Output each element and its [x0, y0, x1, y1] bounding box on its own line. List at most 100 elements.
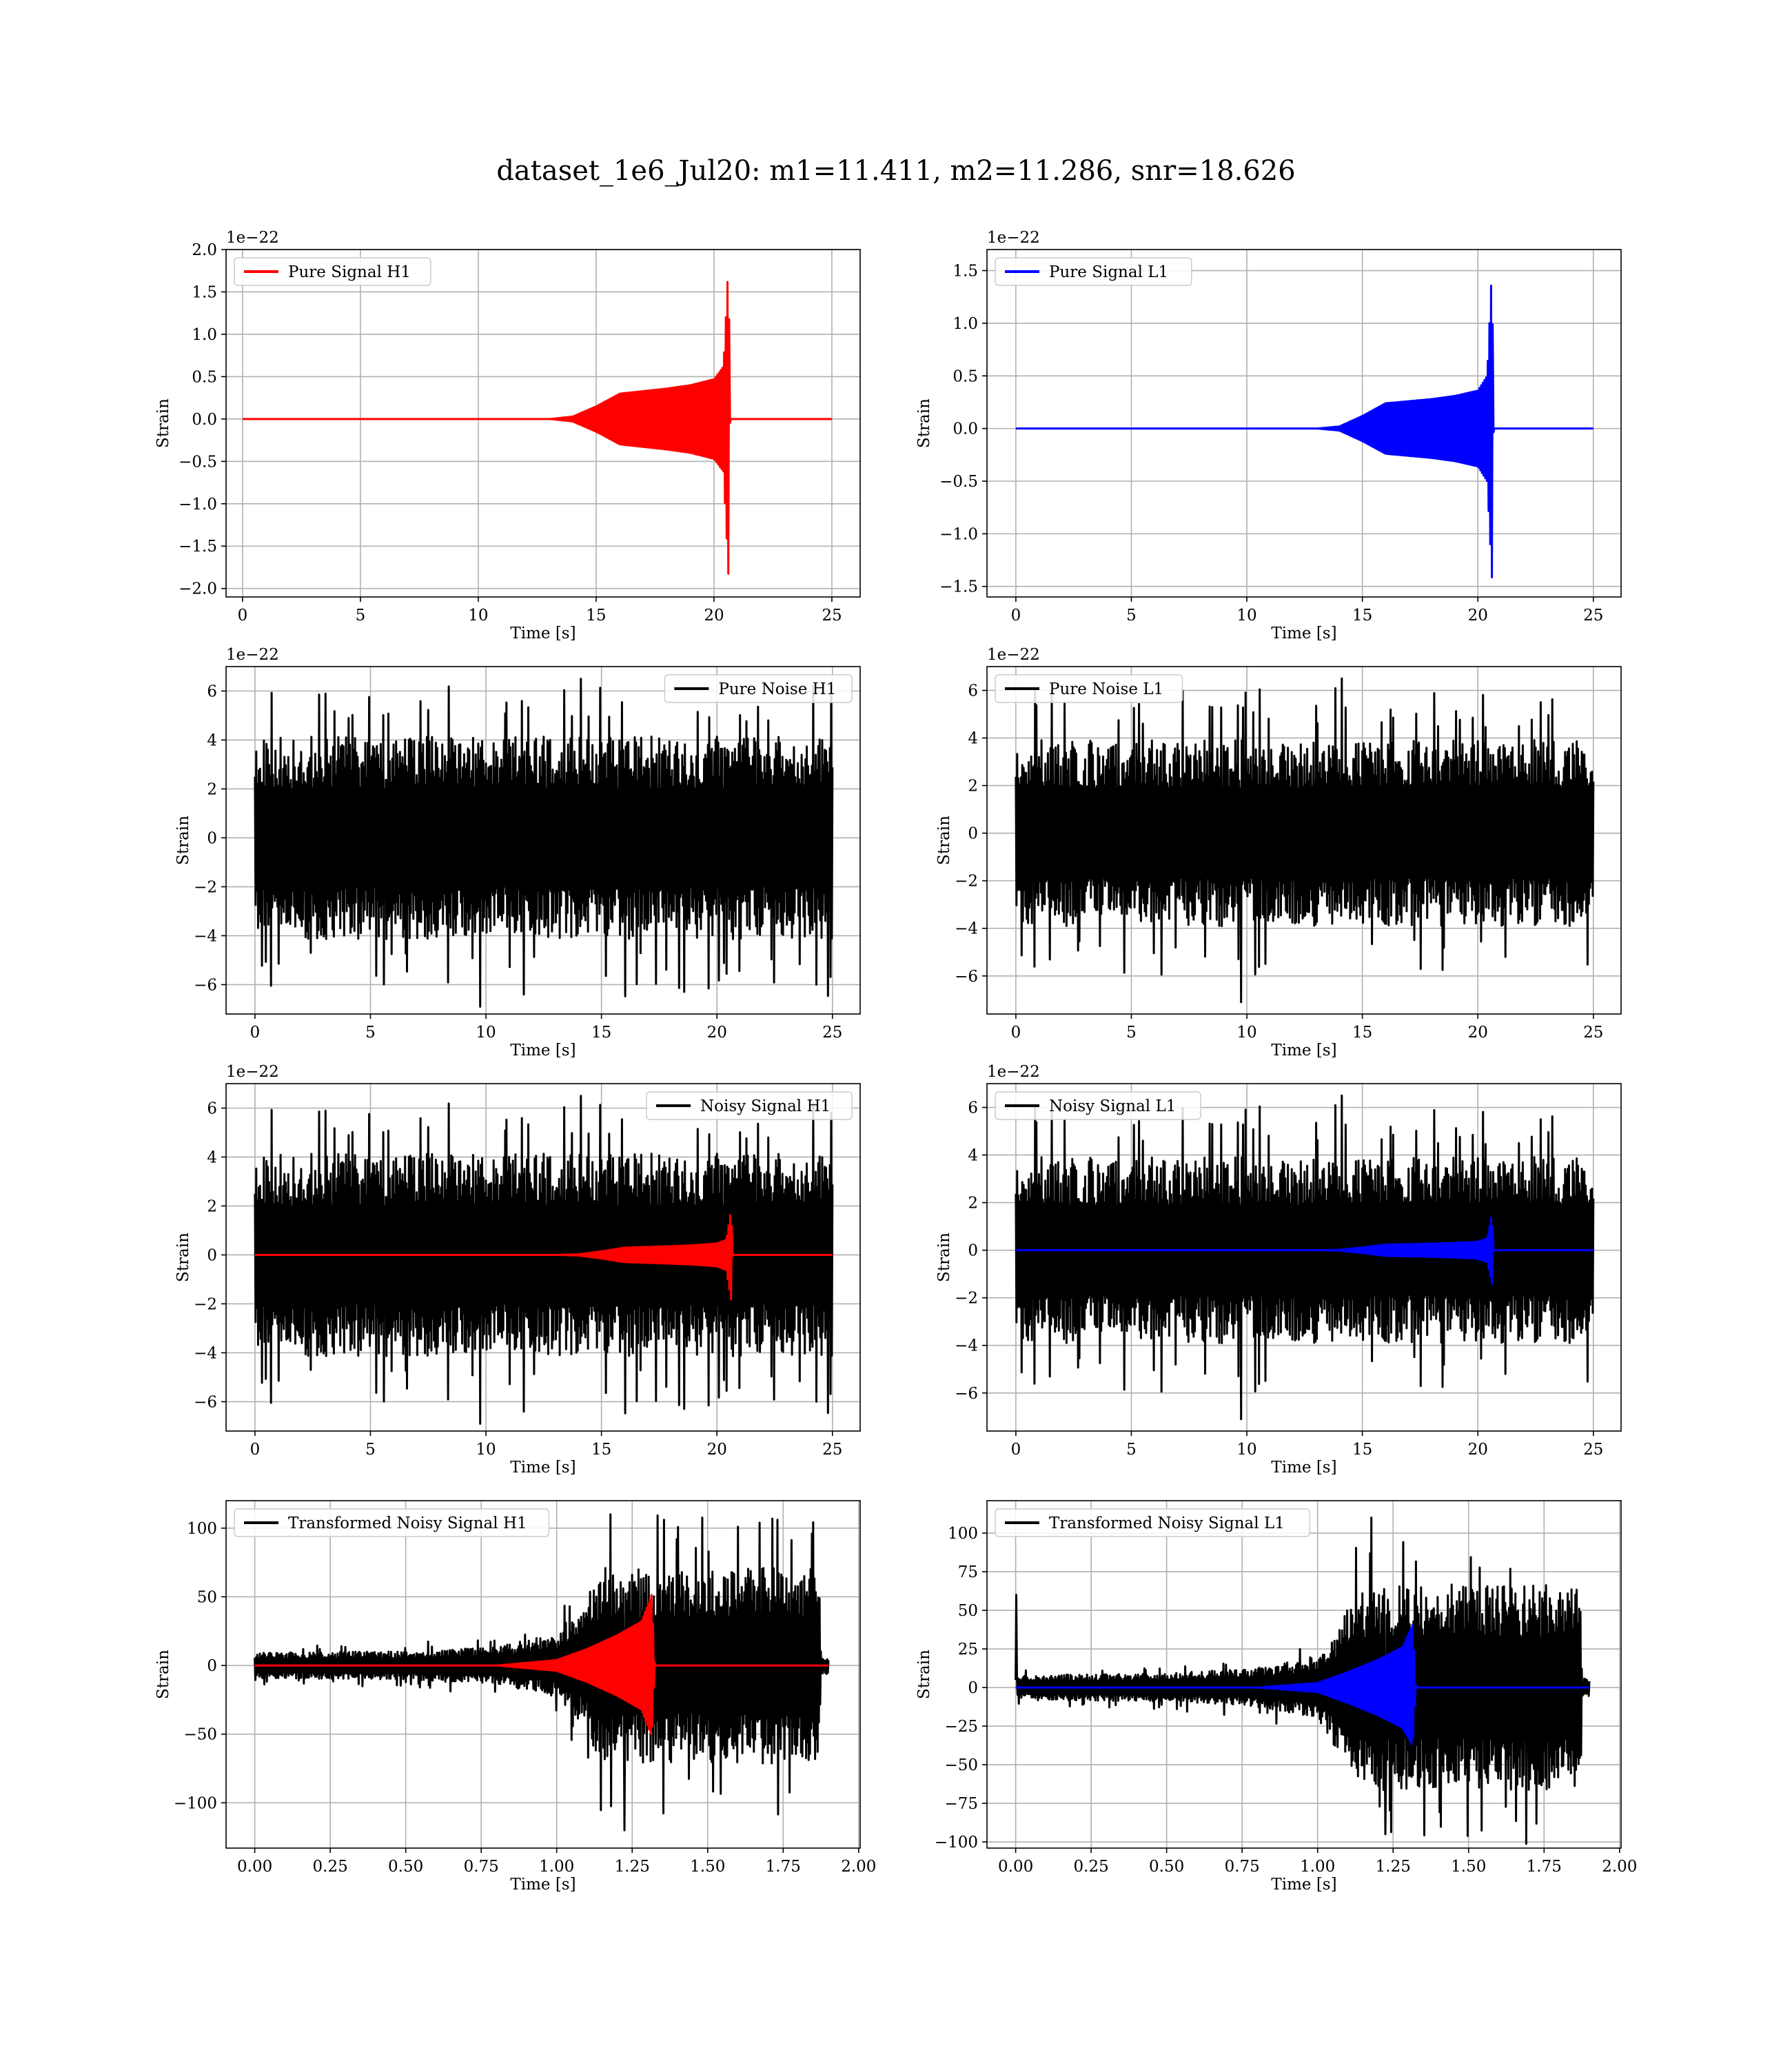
y-tick-label: −6	[194, 976, 217, 994]
legend: Noisy Signal H1	[646, 1091, 853, 1120]
legend-label: Pure Noise H1	[718, 680, 836, 698]
series-pure-noise-l1-0	[1015, 677, 1595, 1004]
chart-noisy-signal-l1: 0 5 10 15 20 25 −6 −4 −2 0 2 4 6 1e−22 Time [s] Strain N…	[935, 1063, 1622, 1477]
legend: Transformed Noisy Signal L1	[995, 1508, 1311, 1537]
y-tick-label: 2	[968, 1195, 978, 1213]
x-tick-label: 20	[1468, 607, 1488, 625]
y-tick-label: 100	[948, 1525, 978, 1543]
x-axis-label: Time [s]	[1271, 1876, 1336, 1894]
y-tick-label: 2	[207, 1197, 217, 1215]
x-tick-label: 25	[1583, 1024, 1603, 1042]
series-transformed-noisy-signal-l1-1	[1015, 1623, 1590, 1745]
legend-label: Noisy Signal L1	[1049, 1097, 1176, 1115]
y-tick-label: 4	[207, 731, 217, 749]
legend-frame	[234, 1508, 550, 1537]
y-tick-label: −0.5	[179, 453, 217, 471]
y-tick-label: 0.0	[953, 420, 978, 438]
y-tick-label: −100	[174, 1794, 217, 1812]
legend: Transformed Noisy Signal H1	[234, 1508, 550, 1537]
y-tick-label: 1.0	[953, 315, 978, 333]
y-tick-label: −2	[194, 1295, 217, 1313]
legend: Noisy Signal L1	[995, 1091, 1201, 1120]
legend-frame	[234, 257, 431, 286]
x-axis-label: Time [s]	[510, 1459, 576, 1477]
axes-frame	[225, 666, 861, 1015]
axes-frame	[986, 1500, 1622, 1849]
x-tick-label: 0.00	[998, 1858, 1033, 1876]
y-tick-label: 2	[207, 780, 217, 798]
x-tick-label: 0.25	[1074, 1858, 1109, 1876]
x-tick-label: 0	[250, 1441, 261, 1459]
legend-frame	[995, 257, 1192, 286]
x-axis-label: Time [s]	[1271, 625, 1336, 642]
x-tick-label: 10	[1236, 1024, 1256, 1042]
legend-label: Pure Signal H1	[288, 263, 411, 281]
y-tick-label: 0	[207, 1246, 217, 1264]
x-axis-label: Time [s]	[510, 625, 576, 642]
x-tick-label: 20	[1468, 1441, 1488, 1459]
y-tick-label: 0	[207, 1657, 217, 1675]
series-pure-signal-l1-0	[1015, 284, 1594, 578]
x-tick-label: 1.25	[1376, 1858, 1411, 1876]
y-axis-label: Strain	[915, 1650, 933, 1699]
y-tick-label: 2	[968, 778, 978, 795]
x-tick-label: 1.75	[1527, 1858, 1562, 1876]
offset-text: 1e−22	[987, 646, 1040, 664]
y-tick-label: −0.5	[939, 473, 978, 491]
y-tick-label: −1.5	[179, 538, 217, 556]
x-tick-label: 25	[822, 1441, 842, 1459]
x-tick-label: 15	[586, 607, 606, 625]
y-tick-label: 2.0	[192, 241, 217, 259]
chart-transformed-noisy-signal-l1: 0.00 0.25 0.50 0.75 1.00 1.25 1.50 1.75 2.00 −100…	[915, 1500, 1637, 1894]
x-tick-label: 20	[704, 607, 724, 625]
x-tick-label: 10	[1236, 1441, 1256, 1459]
x-tick-label: 0	[1011, 1024, 1021, 1042]
x-tick-label: 25	[822, 607, 842, 625]
y-axis-label: Strain	[174, 1233, 192, 1282]
x-tick-label: 5	[1126, 607, 1137, 625]
y-tick-label: 6	[207, 682, 217, 700]
series-noisy-signal-h1-0	[254, 1095, 834, 1425]
y-axis-label: Strain	[154, 1650, 172, 1699]
plot-area	[242, 281, 833, 575]
x-tick-label: 2.00	[1602, 1858, 1637, 1876]
offset-text: 1e−22	[226, 1063, 279, 1081]
y-tick-label: 6	[207, 1099, 217, 1117]
x-tick-label: 20	[1468, 1024, 1488, 1042]
y-tick-label: −1.5	[939, 578, 978, 596]
y-tick-label: 75	[958, 1563, 978, 1581]
legend-label: Transformed Noisy Signal H1	[288, 1514, 527, 1532]
legend-label: Transformed Noisy Signal L1	[1049, 1514, 1285, 1532]
chart-pure-signal-h1: 0 5 10 15 20 25 −2.0 −1.5 −1.0 −0.5 0.0 0.5 1.0 1.5 2.…	[154, 229, 861, 642]
x-tick-label: 10	[468, 607, 488, 625]
x-tick-label: 15	[1352, 607, 1372, 625]
chart-noisy-signal-h1: 0 5 10 15 20 25 −6 −4 −2 0 2 4 6 1e−22 Time [s] Strain N…	[174, 1063, 861, 1477]
legend: Pure Signal L1	[995, 257, 1192, 286]
x-tick-label: 1.00	[539, 1858, 574, 1876]
y-tick-label: 25	[958, 1641, 978, 1659]
y-tick-label: 1.5	[953, 263, 978, 281]
y-tick-label: −2	[955, 873, 978, 891]
plot-area	[254, 678, 834, 1008]
x-tick-label: 0.75	[1225, 1858, 1260, 1876]
x-tick-label: 5	[356, 607, 366, 625]
axes-frame	[986, 249, 1622, 598]
y-tick-label: 4	[207, 1148, 217, 1166]
y-axis-label: Strain	[154, 398, 172, 448]
y-tick-label: −2.0	[179, 580, 217, 598]
y-tick-label: −1.0	[939, 525, 978, 543]
y-tick-label: 50	[958, 1602, 978, 1620]
y-tick-label: −50	[944, 1756, 978, 1774]
y-tick-label: 0.5	[953, 367, 978, 385]
y-tick-label: −4	[955, 920, 978, 938]
y-tick-label: −4	[194, 927, 217, 945]
x-tick-label: 10	[476, 1441, 496, 1459]
y-tick-label: 0	[207, 829, 217, 847]
x-tick-label: 0.25	[313, 1858, 348, 1876]
plot-area	[1015, 677, 1595, 1004]
y-tick-label: −50	[183, 1726, 217, 1744]
x-tick-label: 1.25	[615, 1858, 650, 1876]
y-tick-label: 0	[968, 1679, 978, 1697]
x-tick-label: 2.00	[841, 1858, 876, 1876]
series-noisy-signal-l1-1	[1015, 1217, 1594, 1285]
